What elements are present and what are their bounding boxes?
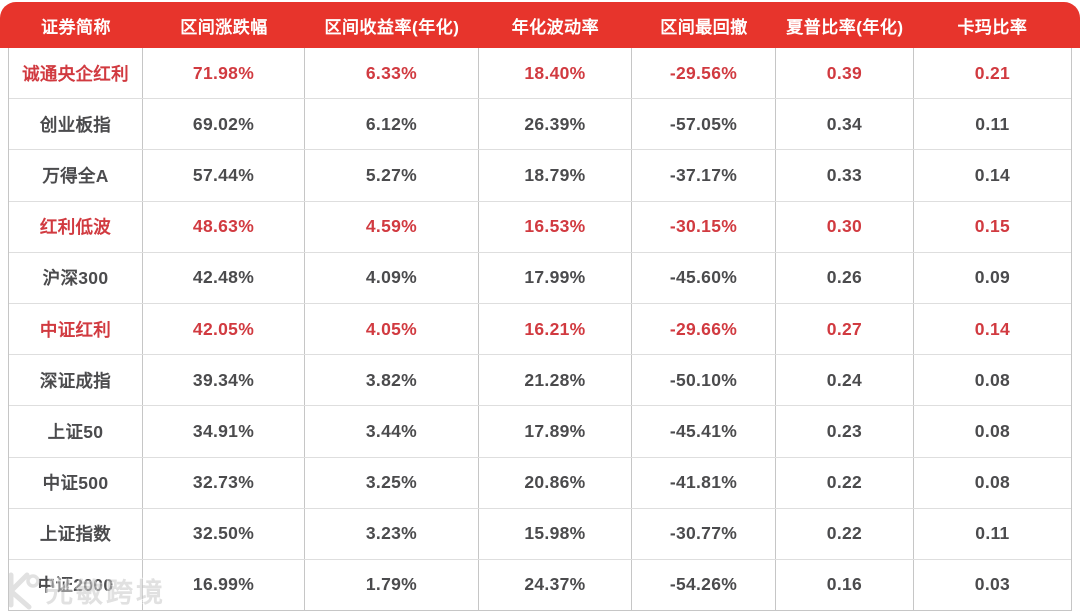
table-row: 诚通央企红利 71.98% 6.33% 18.40% -29.56% 0.39 0.21 (9, 48, 1071, 100)
max-drawdown-cell: -37.17% (632, 150, 776, 201)
volatility-cell: 20.86% (479, 457, 632, 508)
sharpe-cell: 0.33 (776, 150, 914, 201)
table-row: 沪深300 42.48% 4.09% 17.99% -45.60% 0.26 0.09 (9, 252, 1071, 304)
security-name-cell: 沪深300 (9, 252, 144, 303)
column-header-volatility: 年化波动率 (511, 17, 600, 37)
security-name-cell: 中证红利 (9, 303, 144, 355)
max-drawdown-cell: -30.77% (632, 508, 776, 559)
security-name-cell: 中证2000 (9, 559, 144, 611)
calmar-cell: 0.21 (974, 62, 1011, 83)
change-cell: 48.63% (143, 201, 305, 252)
annual-return-cell: 1.79% (305, 559, 479, 611)
sharpe-cell: 0.22 (776, 508, 914, 559)
sharpe-cell: 0.34 (776, 99, 914, 150)
sharpe-cell: 0.24 (776, 355, 914, 406)
annual-return-cell: 3.25% (305, 457, 479, 508)
volatility-cell: 16.53% (479, 201, 632, 252)
calmar-cell: 0.09 (974, 267, 1011, 288)
table-row: 中证500 32.73% 3.25% 20.86% -41.81% 0.22 0.08 (9, 457, 1071, 509)
table-row: 红利低波 48.63% 4.59% 16.53% -30.15% 0.30 0.15 (9, 201, 1071, 253)
security-name-cell: 中证500 (9, 457, 144, 508)
table-row: 中证2000 16.99% 1.79% 24.37% -54.26% 0.16 0.03 (9, 559, 1071, 611)
volatility-cell: 21.28% (479, 355, 632, 406)
volatility-cell: 18.40% (479, 48, 632, 99)
sharpe-cell: 0.27 (776, 303, 914, 355)
annual-return-cell: 4.09% (305, 252, 479, 303)
security-name-cell: 诚通央企红利 (9, 48, 144, 99)
security-name-cell: 创业板指 (9, 99, 144, 150)
max-drawdown-cell: -57.05% (632, 99, 776, 150)
security-name-cell: 上证指数 (9, 508, 144, 559)
change-cell: 32.73% (143, 457, 305, 508)
change-cell: 57.44% (143, 150, 305, 201)
change-cell: 42.48% (143, 252, 305, 303)
sharpe-cell: 0.16 (776, 559, 914, 611)
sharpe-cell: 0.23 (776, 406, 914, 457)
column-header-annual-return: 区间收益率(年化) (324, 17, 460, 37)
table-row: 上证指数 32.50% 3.23% 15.98% -30.77% 0.22 0.11 (9, 508, 1071, 560)
max-drawdown-cell: -54.26% (632, 559, 776, 611)
security-name-cell: 红利低波 (9, 201, 144, 252)
max-drawdown-cell: -41.81% (632, 457, 776, 508)
change-cell: 42.05% (143, 303, 305, 355)
column-header-max-drawdown: 区间最回撤 (660, 17, 748, 37)
change-cell: 69.02% (143, 99, 305, 150)
volatility-cell: 24.37% (479, 559, 632, 611)
calmar-cell: 0.11 (975, 523, 1010, 544)
table-body: 诚通央企红利 71.98% 6.33% 18.40% -29.56% 0.39 0.21 创业… (8, 48, 1072, 611)
max-drawdown-cell: -29.56% (632, 48, 776, 99)
annual-return-cell: 6.12% (305, 99, 479, 150)
change-cell: 71.98% (143, 48, 305, 99)
calmar-cell: 0.14 (974, 164, 1011, 185)
sharpe-cell: 0.39 (776, 48, 914, 99)
annual-return-cell: 3.82% (305, 355, 479, 406)
annual-return-cell: 4.05% (305, 303, 479, 355)
table-row: 上证50 34.91% 3.44% 17.89% -45.41% 0.23 0.08 (9, 406, 1071, 458)
column-header-calmar-ratio: 卡玛比率 (957, 17, 1028, 37)
volatility-cell: 16.21% (479, 303, 632, 355)
table-header-row: 证券简称 区间涨跌幅 区间收益率(年化) 年化波动率 区间最回撤 夏普比率(年化… (0, 2, 1080, 48)
security-name-cell: 深证成指 (9, 355, 144, 406)
table-row: 中证红利 42.05% 4.05% 16.21% -29.66% 0.27 0.14 (9, 303, 1071, 356)
max-drawdown-cell: -45.60% (632, 252, 776, 303)
table-row: 万得全A 57.44% 5.27% 18.79% -37.17% 0.33 0.14 (9, 150, 1071, 202)
volatility-cell: 17.89% (479, 406, 632, 457)
calmar-cell: 0.08 (974, 420, 1011, 441)
calmar-cell: 0.11 (975, 113, 1010, 134)
calmar-cell: 0.08 (974, 472, 1011, 493)
volatility-cell: 18.79% (479, 150, 632, 201)
annual-return-cell: 4.59% (305, 201, 479, 252)
security-name-cell: 万得全A (9, 150, 144, 201)
volatility-cell: 26.39% (479, 99, 632, 150)
calmar-cell: 0.08 (974, 369, 1011, 390)
max-drawdown-cell: -29.66% (632, 303, 776, 355)
change-cell: 34.91% (143, 406, 305, 457)
table-row: 创业板指 69.02% 6.12% 26.39% -57.05% 0.34 0.11 (9, 99, 1071, 151)
calmar-cell: 0.15 (974, 216, 1011, 237)
annual-return-cell: 3.23% (305, 508, 479, 559)
table-row: 深证成指 39.34% 3.82% 21.28% -50.10% 0.24 0.08 (9, 355, 1071, 407)
change-cell: 39.34% (143, 355, 305, 406)
volatility-cell: 15.98% (479, 508, 632, 559)
change-cell: 32.50% (143, 508, 305, 559)
max-drawdown-cell: -30.15% (632, 201, 776, 252)
annual-return-cell: 5.27% (305, 150, 479, 201)
calmar-cell: 0.14 (974, 318, 1011, 339)
security-name-cell: 上证50 (9, 406, 144, 457)
column-header-sharpe-ratio: 夏普比率(年化) (786, 17, 904, 37)
max-drawdown-cell: -50.10% (632, 355, 776, 406)
sharpe-cell: 0.30 (776, 201, 914, 252)
calmar-cell: 0.03 (974, 574, 1011, 595)
column-header-security-name: 证券简称 (41, 17, 111, 37)
annual-return-cell: 6.33% (305, 48, 479, 99)
annual-return-cell: 3.44% (305, 406, 479, 457)
sharpe-cell: 0.22 (776, 457, 914, 508)
max-drawdown-cell: -45.41% (632, 406, 776, 457)
sharpe-cell: 0.26 (776, 252, 914, 303)
column-header-range-change: 区间涨跌幅 (180, 17, 268, 37)
volatility-cell: 17.99% (479, 252, 632, 303)
change-cell: 16.99% (143, 559, 305, 611)
